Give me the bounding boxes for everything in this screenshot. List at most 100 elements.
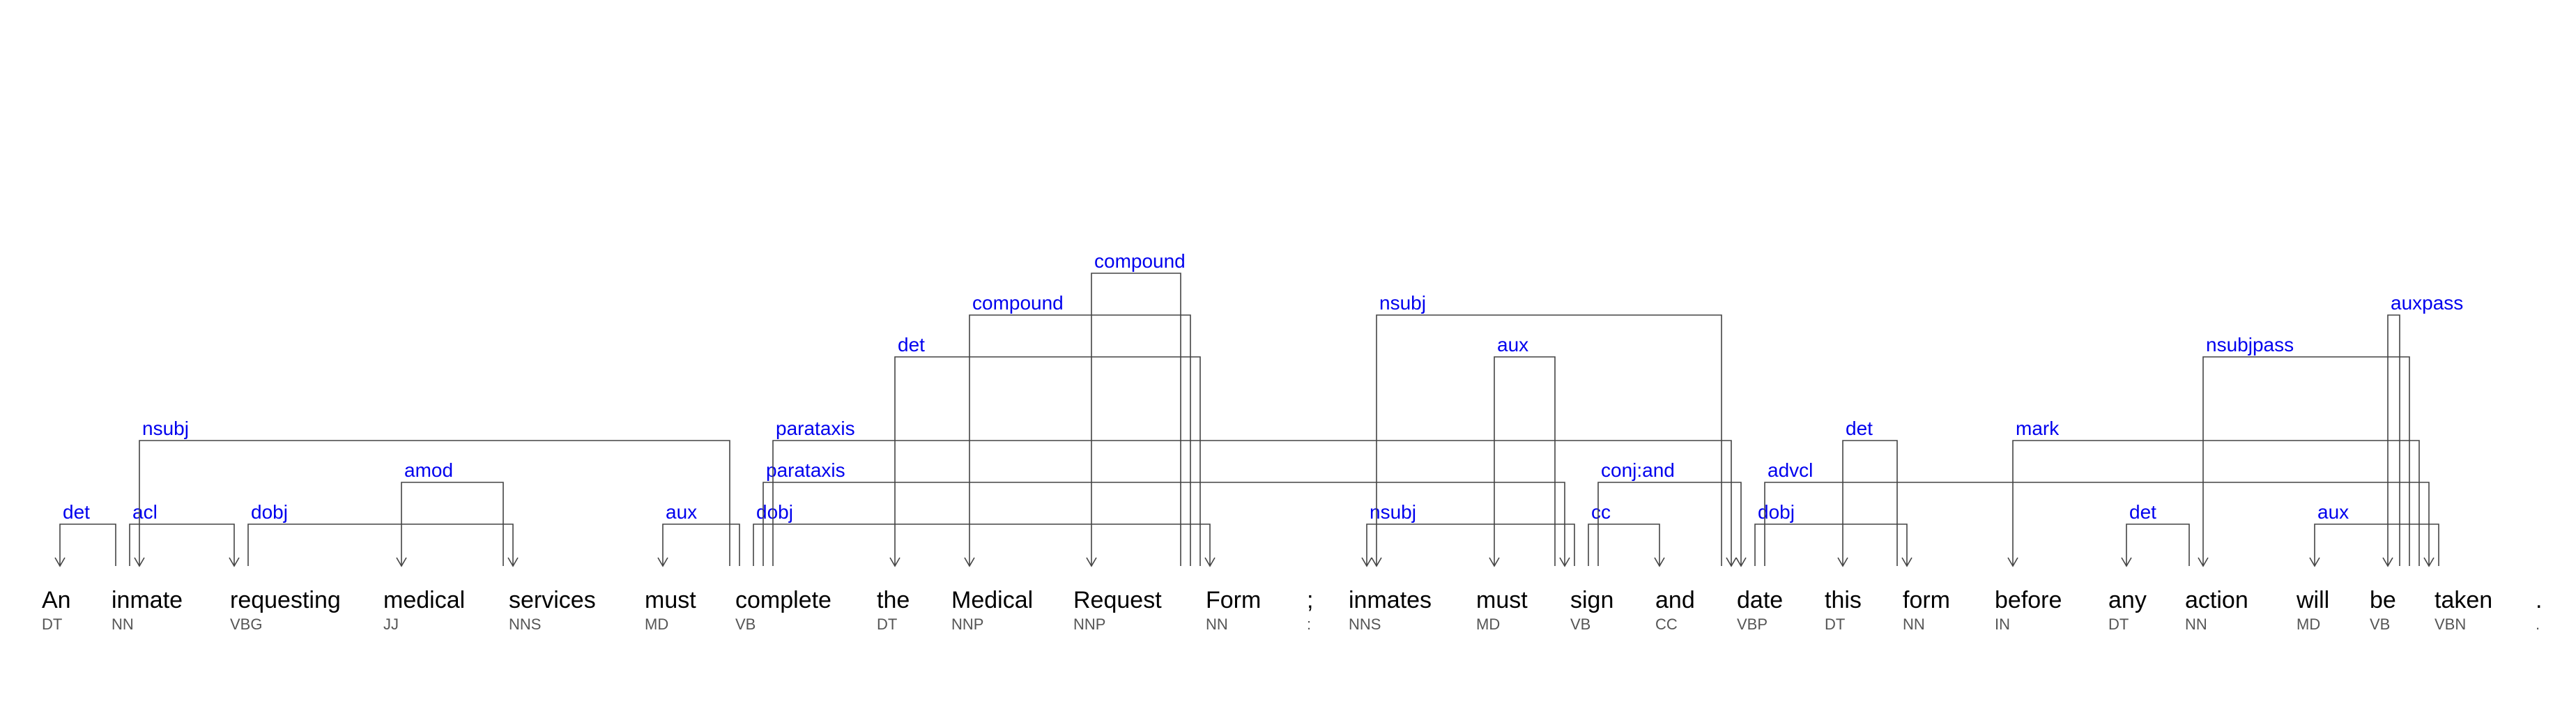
arc-line — [1494, 356, 1556, 566]
arc-line — [1091, 273, 1181, 566]
arrow-head — [2121, 557, 2132, 567]
dependency-arc: aux — [2309, 501, 2439, 567]
token-word: and — [1655, 587, 1695, 613]
token-pos-tag: JJ — [383, 616, 399, 633]
dependency-arc: acl — [129, 501, 240, 567]
dependency-arc: dobj — [1754, 501, 1912, 567]
arrow-head — [507, 557, 519, 567]
token-word: must — [645, 587, 696, 613]
arc-line — [1842, 440, 1898, 566]
token-pos-tag: NNS — [509, 616, 541, 633]
relation-label: compound — [972, 292, 1064, 314]
arrow-head — [1489, 557, 1500, 567]
token-pos-tag: VB — [2370, 616, 2390, 633]
relation-label: nsubj — [1379, 292, 1426, 314]
arrow-head — [2198, 557, 2209, 567]
arrow-head — [1086, 557, 1097, 567]
relation-label: dobj — [251, 501, 288, 523]
token-pos-tag: CC — [1655, 616, 1678, 633]
arrow-head — [2007, 557, 2018, 567]
relation-label: det — [1846, 418, 1873, 439]
arc-line — [2314, 523, 2439, 566]
relation-label: dobj — [1758, 501, 1795, 523]
dependency-arc: nsubj — [134, 418, 730, 567]
words-layer: An DT inmate NN requesting VBG medical JJ servic… — [42, 587, 2542, 633]
arc-line — [1754, 523, 1908, 566]
token-pos-tag: VBN — [2435, 616, 2466, 633]
arrow-head — [1726, 557, 1737, 567]
token-word: form — [1903, 587, 1950, 613]
arrow-head — [1735, 557, 1747, 567]
relation-label: det — [63, 501, 90, 523]
dependency-arc: parataxis — [762, 459, 1570, 567]
token-pos-tag: VB — [1570, 616, 1590, 633]
arc-line — [139, 440, 730, 566]
arrow-head — [1559, 557, 1570, 567]
relation-label: cc — [1591, 501, 1611, 523]
arc-line — [1366, 523, 1575, 566]
arc-line — [247, 523, 514, 566]
token-word: Medical — [951, 587, 1033, 613]
token-pos-tag: DT — [42, 616, 62, 633]
arc-line — [1588, 523, 1660, 566]
arrow-head — [229, 557, 240, 567]
token-pos-tag: MD — [1476, 616, 1500, 633]
arrow-head — [1654, 557, 1665, 567]
token-word: be — [2370, 587, 2396, 613]
arc-line — [2202, 356, 2410, 566]
relation-label: aux — [1497, 334, 1528, 356]
token-pos-tag: NN — [1206, 616, 1228, 633]
token-pos-tag: MD — [2297, 616, 2320, 633]
dependency-arc: nsubj — [1371, 292, 1722, 567]
arc-line — [2387, 314, 2400, 566]
dependency-arc: mark — [2007, 418, 2420, 567]
token-word: taken — [2435, 587, 2492, 613]
dependency-arc: aux — [1489, 334, 1556, 567]
arcs-layer: det acl dobj amod nsubj aux dobj det compound com… — [54, 250, 2463, 567]
arc-line — [401, 482, 504, 566]
dependency-arc: det — [1837, 418, 1898, 567]
token-pos-tag: IN — [1995, 616, 2010, 633]
arc-line — [662, 523, 740, 566]
token-word: ; — [1307, 587, 1313, 613]
arrow-head — [1371, 557, 1382, 567]
dependency-arc: nsubj — [1361, 501, 1575, 567]
relation-label: acl — [132, 501, 158, 523]
dependency-arc: nsubjpass — [2198, 334, 2410, 567]
token-pos-tag: VB — [735, 616, 756, 633]
token-word: . — [2536, 587, 2542, 613]
relation-label: conj:and — [1601, 459, 1675, 481]
dependency-arc: aux — [657, 501, 740, 567]
relation-label: aux — [2317, 501, 2349, 523]
token-word: An — [42, 587, 71, 613]
arrow-head — [1204, 557, 1216, 567]
arrow-head — [1361, 557, 1372, 567]
token-word: any — [2108, 587, 2147, 613]
token-word: this — [1825, 587, 1862, 613]
token-word: inmate — [112, 587, 183, 613]
arc-line — [772, 440, 1732, 566]
token-pos-tag: MD — [645, 616, 668, 633]
relation-label: nsubj — [142, 418, 189, 439]
token-word: sign — [1570, 587, 1613, 613]
relation-label: det — [898, 334, 925, 356]
relation-label: parataxis — [776, 418, 855, 439]
arc-line — [2126, 523, 2190, 566]
token-word: must — [1476, 587, 1528, 613]
token-word: requesting — [230, 587, 341, 613]
token-pos-tag: NN — [1903, 616, 1925, 633]
dependency-arc: compound — [964, 292, 1191, 567]
arc-line — [2012, 440, 2420, 566]
token-pos-tag: NN — [112, 616, 134, 633]
relation-label: det — [2129, 501, 2156, 523]
relation-label: parataxis — [766, 459, 845, 481]
dependency-arc: auxpass — [2382, 292, 2463, 567]
token-word: the — [877, 587, 910, 613]
token-pos-tag: VBG — [230, 616, 262, 633]
arrow-head — [134, 557, 145, 567]
dependency-arc: conj:and — [1597, 459, 1747, 567]
arrow-head — [964, 557, 975, 567]
relation-label: compound — [1094, 250, 1186, 272]
